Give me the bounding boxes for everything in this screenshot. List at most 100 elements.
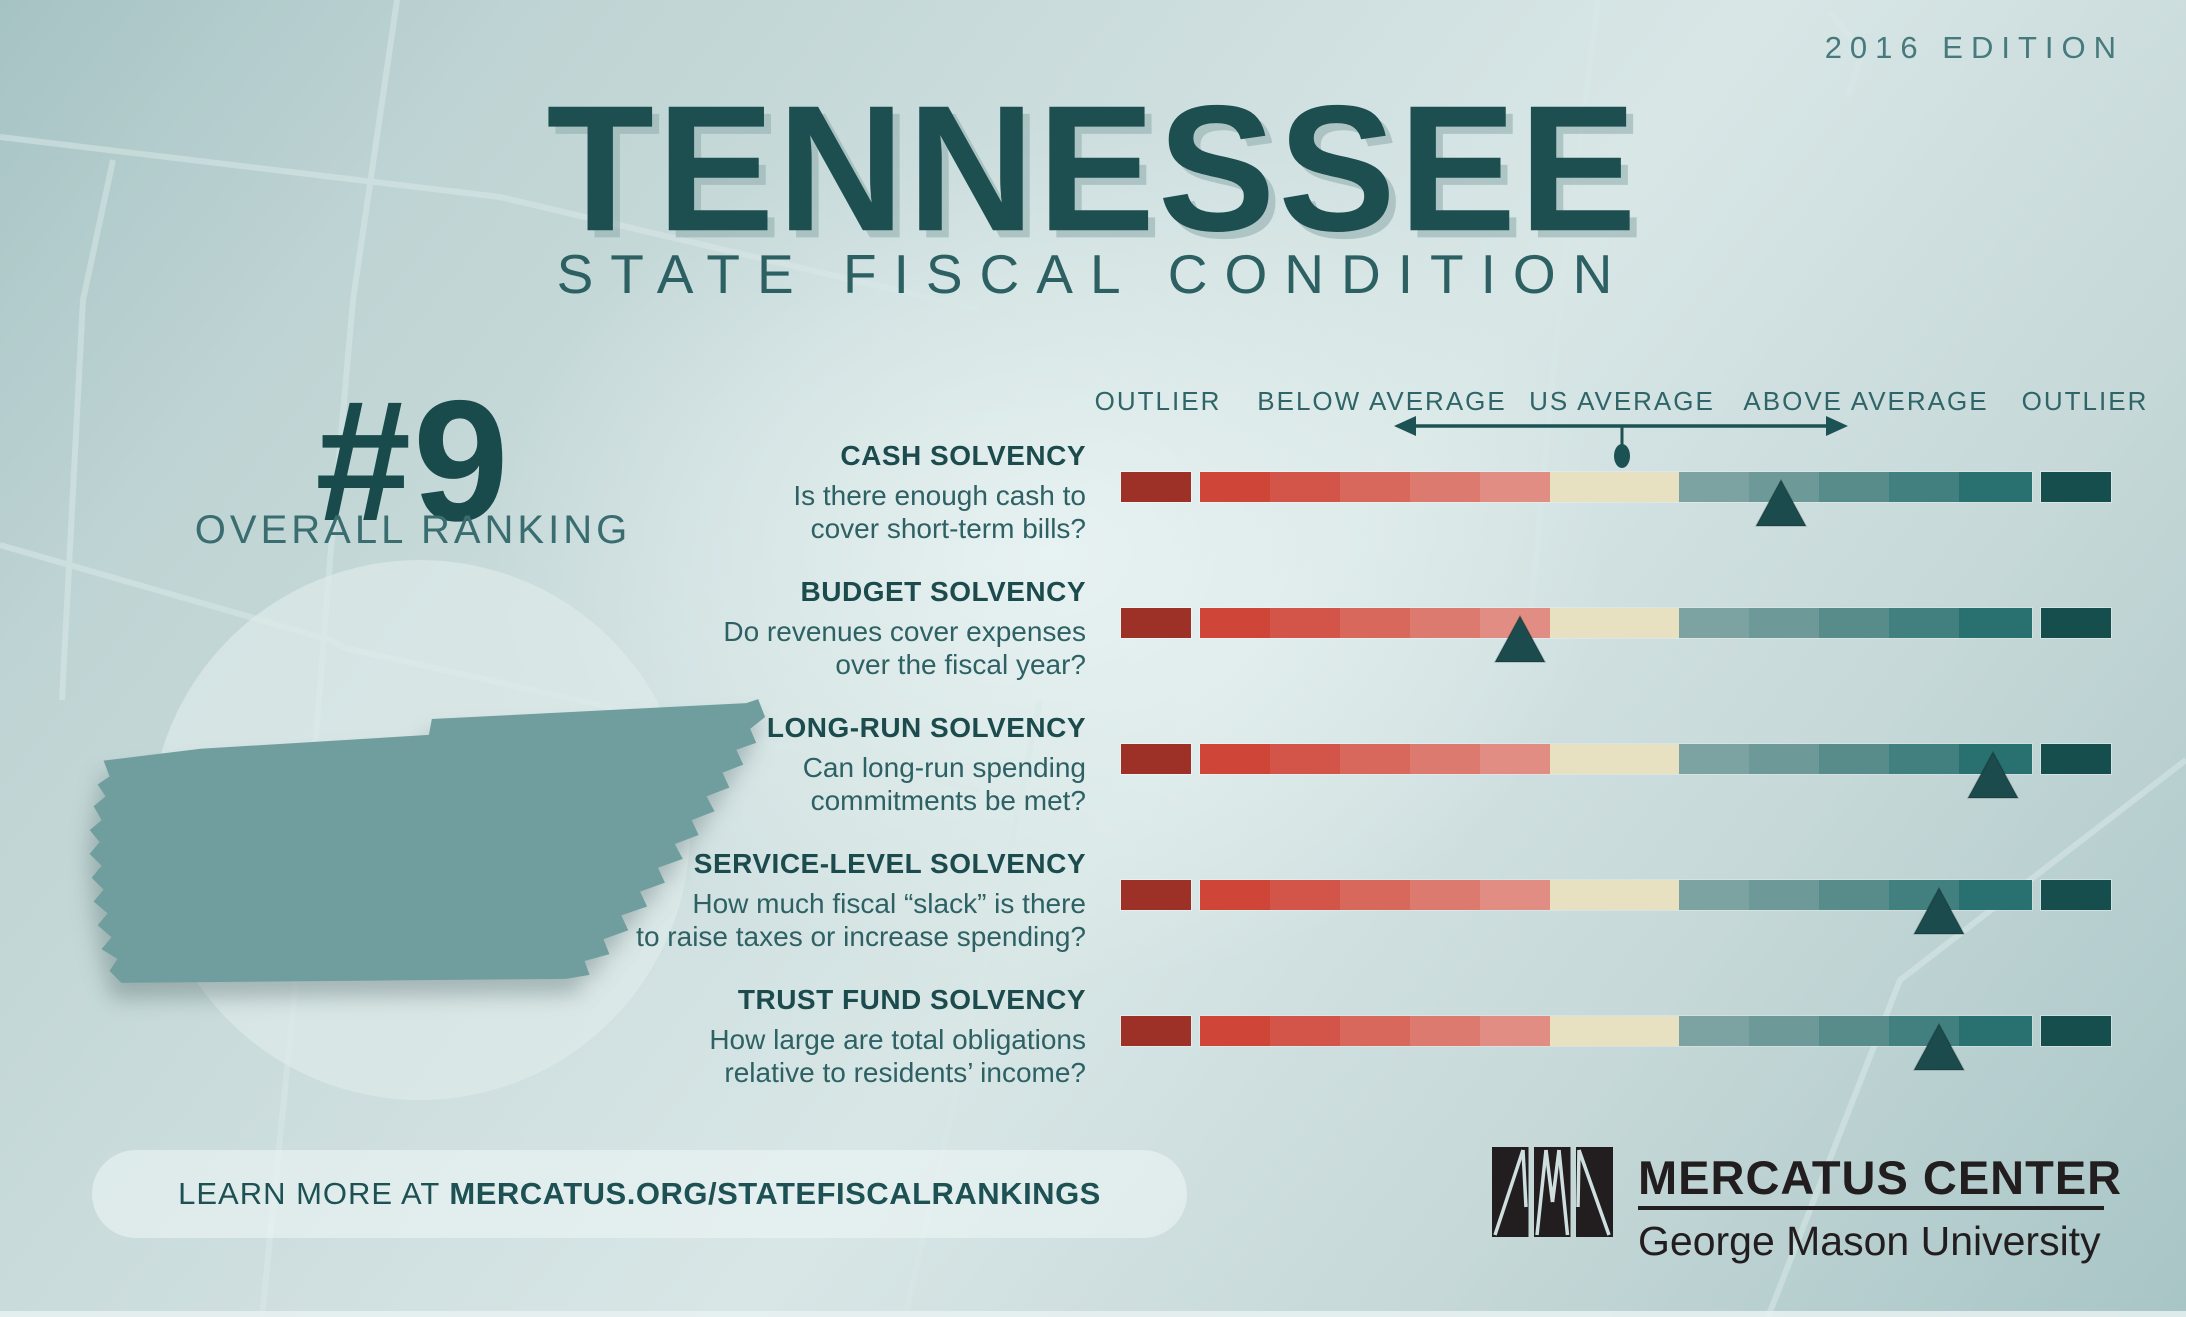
scale-bar-segment: [1410, 472, 1480, 502]
outlier-block-right: [2041, 880, 2111, 910]
scale-bar-segment: [1819, 880, 1889, 910]
scale-bar-segment: [1410, 880, 1480, 910]
scale-bar-segment: [1200, 472, 1270, 502]
scale-bar-segment: [1200, 744, 1270, 774]
scale-bar: [1200, 880, 2032, 910]
outlier-block-left: [1121, 1016, 1191, 1046]
scale-bar-segment: [1480, 744, 1550, 774]
metric-question-line1: Is there enough cash to: [793, 480, 1086, 511]
scale-bar-segment: [1200, 880, 1270, 910]
metric-question-line2: to raise taxes or increase spending?: [636, 921, 1086, 952]
outlier-block-left: [1121, 608, 1191, 638]
state-title: TENNESSEE: [546, 69, 1640, 269]
metric-name: LONG-RUN SOLVENCY: [766, 712, 1086, 743]
scale-bar-segment: [1550, 1016, 1679, 1046]
scale-bar-segment: [1480, 472, 1550, 502]
scale-bar-segment: [1679, 1016, 1749, 1046]
scale-bar-segment: [1959, 472, 2032, 502]
scale-bar-segment: [1270, 472, 1340, 502]
scale-bar-segment: [1200, 608, 1270, 638]
scale-bar-segment: [1340, 608, 1410, 638]
metric-question-line2: commitments be met?: [810, 785, 1086, 816]
edition-label: 2016 EDITION: [1824, 30, 2124, 65]
state-position-marker: [1912, 886, 1966, 935]
scale-bar-segment: [1749, 880, 1819, 910]
scale-axis-arrow: [1394, 416, 1848, 468]
scale-bar: [1200, 744, 2032, 774]
outlier-block-right: [2041, 744, 2111, 774]
scale-bar-segment: [1550, 608, 1679, 638]
scale-bar: [1200, 472, 2032, 502]
scale-bar-segment: [1889, 608, 1959, 638]
learn-more-prefix: LEARN MORE AT: [178, 1176, 450, 1211]
metric-question-line2: relative to residents’ income?: [724, 1057, 1086, 1088]
scale-bar-segment: [1480, 1016, 1550, 1046]
scale-bar-segment: [1679, 880, 1749, 910]
scale-bar-segment: [1270, 880, 1340, 910]
outlier-block-left: [1121, 472, 1191, 502]
metric-row-cash-solvency: CASH SOLVENCY Is there enough cash to co…: [0, 440, 2186, 570]
bottom-edge-strip: [0, 1311, 2186, 1317]
logo-divider: [1638, 1206, 2104, 1210]
metric-question-line2: cover short-term bills?: [810, 513, 1086, 544]
scale-bar-segment: [1679, 744, 1749, 774]
scale-bar-segment: [1679, 608, 1749, 638]
scale-bar-segment: [1889, 472, 1959, 502]
scale-bar-segment: [1550, 744, 1679, 774]
metric-row-budget-solvency: BUDGET SOLVENCY Do revenues cover expens…: [0, 576, 2186, 706]
scale-bar-segment: [1340, 472, 1410, 502]
scale-bar-segment: [1340, 880, 1410, 910]
george-mason-university-wordmark: George Mason University: [1638, 1218, 2101, 1264]
state-position-marker: [1912, 1022, 1966, 1071]
scale-label-below-average: BELOW AVERAGE: [1257, 386, 1507, 416]
state-position-marker: [1754, 478, 1808, 527]
metric-name: CASH SOLVENCY: [840, 440, 1086, 471]
scale-bar-segment: [1340, 744, 1410, 774]
scale-bar-segment: [1749, 608, 1819, 638]
arrow-right-icon: [1826, 416, 1848, 436]
metric-row-long-run-solvency: LONG-RUN SOLVENCY Can long-run spending …: [0, 712, 2186, 842]
scale-bar-segment: [1959, 1016, 2032, 1046]
learn-more-link[interactable]: MERCATUS.ORG/STATEFISCALRANKINGS: [449, 1176, 1101, 1211]
outlier-block-right: [2041, 1016, 2111, 1046]
scale-bar-segment: [1749, 1016, 1819, 1046]
scale-label-outlier-right: OUTLIER: [2021, 386, 2149, 416]
scale-bar-segment: [1410, 744, 1480, 774]
scale-bar-segment: [1200, 1016, 1270, 1046]
scale-bar-segment: [1480, 880, 1550, 910]
metric-name: TRUST FUND SOLVENCY: [737, 984, 1086, 1015]
metric-question-line1: Do revenues cover expenses: [723, 616, 1086, 647]
metric-name: SERVICE-LEVEL SOLVENCY: [693, 848, 1086, 879]
scale-bar: [1200, 608, 2032, 638]
mercatus-center-wordmark: MERCATUS CENTER: [1638, 1151, 2123, 1204]
overall-ranking-label: OVERALL RANKING: [194, 508, 632, 552]
page-subtitle: STATE FISCAL CONDITION: [556, 243, 1630, 305]
metric-question-line2: over the fiscal year?: [835, 649, 1086, 680]
scale-bar-segment: [1270, 1016, 1340, 1046]
metric-question-line1: Can long-run spending: [802, 752, 1086, 783]
scale-bar: [1200, 1016, 2032, 1046]
scale-bar-segment: [1819, 1016, 1889, 1046]
scale-bar-segment: [1749, 744, 1819, 774]
outlier-block-right: [2041, 472, 2111, 502]
metric-name: BUDGET SOLVENCY: [800, 576, 1086, 607]
scale-bar-segment: [1819, 472, 1889, 502]
scale-bar-segment: [1550, 880, 1679, 910]
learn-more-pill: LEARN MORE AT MERCATUS.ORG/STATEFISCALRA…: [92, 1150, 1187, 1238]
scale-bar-segment: [1270, 608, 1340, 638]
scale-bar-segment: [1889, 744, 1959, 774]
arrow-left-icon: [1394, 416, 1416, 436]
scale-bar-segment: [1550, 472, 1679, 502]
metric-row-trust-fund-solvency: TRUST FUND SOLVENCY How large are total …: [0, 984, 2186, 1114]
scale-bar-segment: [1959, 608, 2032, 638]
metric-question-line1: How much fiscal “slack” is there: [692, 888, 1086, 919]
tennessee-map: [89, 699, 766, 983]
us-average-dot-icon: [1614, 444, 1630, 468]
scale-bar-segment: [1410, 1016, 1480, 1046]
scale-label-above-average: ABOVE AVERAGE: [1743, 386, 1989, 416]
mercatus-logo-icon: [1492, 1147, 1613, 1237]
metric-row-service-level-solvency: SERVICE-LEVEL SOLVENCY How much fiscal “…: [0, 848, 2186, 978]
outlier-block-left: [1121, 744, 1191, 774]
scale-bar-segment: [1410, 608, 1480, 638]
outlier-block-left: [1121, 880, 1191, 910]
